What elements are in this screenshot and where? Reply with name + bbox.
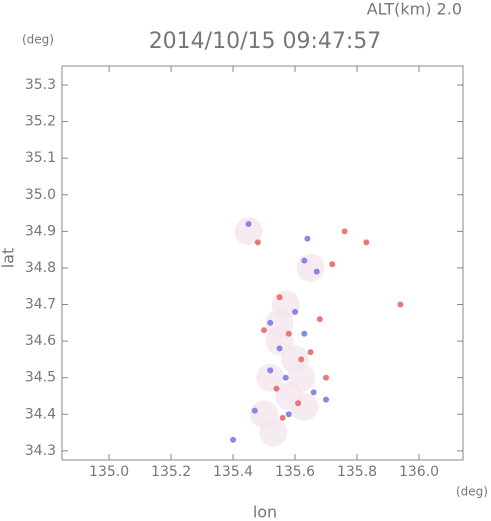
data-point (279, 414, 286, 421)
y-tick-label: 34.6 (25, 333, 56, 349)
data-point (245, 221, 252, 228)
data-point (267, 319, 274, 326)
data-point (323, 396, 330, 403)
data-point (267, 367, 274, 374)
x-tick-label: 135.0 (89, 464, 129, 480)
data-point (304, 235, 311, 242)
x-tick-label: 135.4 (213, 464, 253, 480)
data-point (298, 356, 305, 363)
chart-title: 2014/10/15 09:47:57 (149, 29, 382, 54)
x-axis-label: lon (253, 503, 277, 521)
y-tick-label: 34.3 (25, 443, 56, 459)
plot-frame (61, 65, 464, 461)
x-tick-label: 135.6 (275, 464, 315, 480)
data-point (259, 418, 288, 447)
y-tick-label: 35.0 (25, 187, 56, 203)
data-point (290, 392, 319, 421)
data-point (296, 253, 325, 282)
data-point (251, 407, 258, 414)
data-point (292, 308, 299, 315)
data-point (329, 261, 336, 268)
y-unit: (deg) (22, 33, 54, 47)
y-tick-label: 35.1 (25, 150, 56, 166)
altitude-label: ALT(km) 2.0 (367, 0, 462, 19)
data-point (287, 363, 316, 392)
data-point (341, 228, 348, 235)
data-point (313, 268, 320, 275)
y-tick-label: 35.2 (25, 114, 56, 130)
data-point (276, 345, 283, 352)
y-tick-label: 34.9 (25, 223, 56, 239)
data-point (273, 385, 280, 392)
x-tick-label: 136.0 (399, 464, 439, 480)
y-tick-label: 34.7 (25, 297, 56, 313)
data-point (230, 436, 237, 443)
data-point (307, 349, 314, 356)
x-tick-label: 135.8 (337, 464, 377, 480)
data-point (254, 239, 261, 246)
data-point (234, 217, 263, 246)
x-tick-label: 135.2 (151, 464, 191, 480)
x-unit: (deg) (456, 485, 488, 499)
data-point (316, 316, 323, 323)
data-point (310, 389, 317, 396)
data-point (285, 411, 292, 418)
data-point (285, 330, 292, 337)
data-point (261, 327, 268, 334)
data-point (397, 301, 404, 308)
data-point (301, 330, 308, 337)
y-tick-label: 34.5 (25, 370, 56, 386)
y-tick-label: 35.3 (25, 77, 56, 93)
data-point (256, 363, 285, 392)
data-point (301, 257, 308, 264)
y-tick-label: 34.4 (25, 406, 56, 422)
y-axis-label: lat (0, 248, 18, 269)
data-point (282, 374, 289, 381)
data-point (276, 294, 283, 301)
data-point (295, 400, 302, 407)
data-point (323, 374, 330, 381)
data-point (363, 239, 370, 246)
y-tick-label: 34.8 (25, 260, 56, 276)
